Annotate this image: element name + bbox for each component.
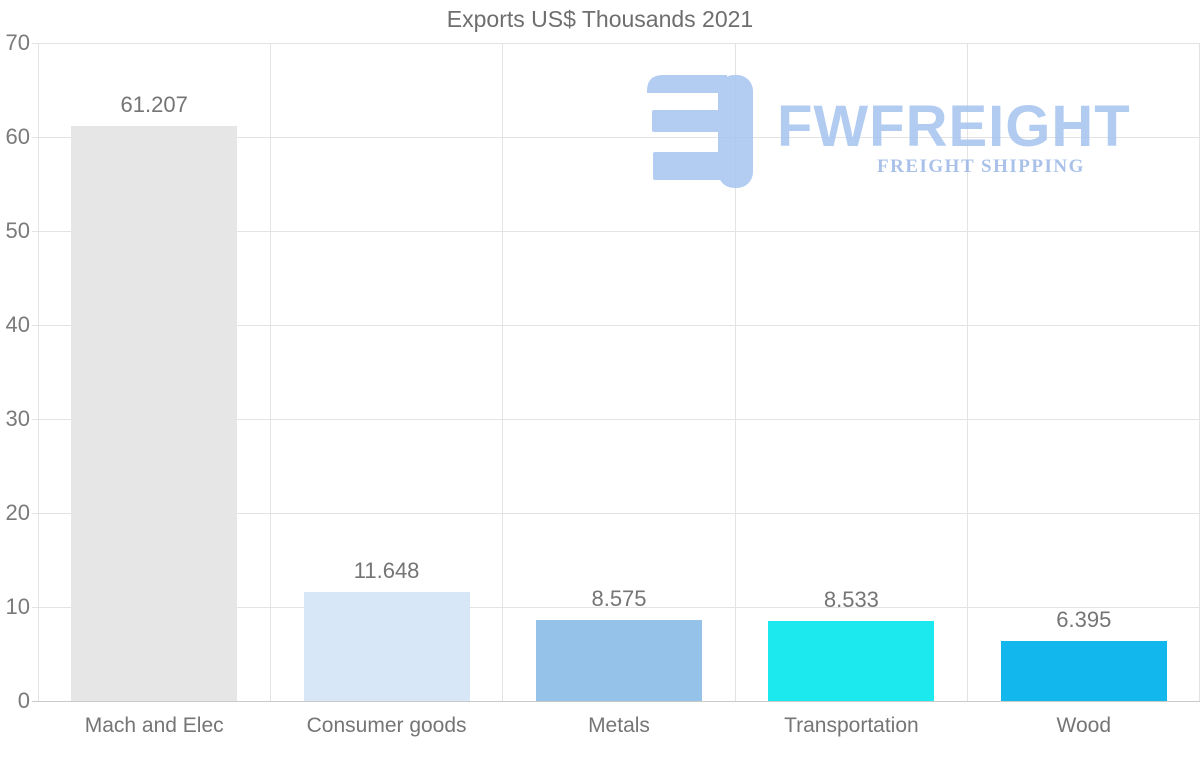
y-tick-label: 30 [5,406,30,431]
y-tick-label: 40 [5,312,30,337]
bar-wood[interactable] [1000,640,1167,701]
bar-value-label: 61.207 [120,91,188,117]
y-gridline [32,418,1200,420]
bar-value-label: 8.575 [591,586,647,612]
y-tick-label: 60 [5,124,30,149]
bar-mach-and-elec[interactable] [71,125,238,701]
y-axis-line [37,43,39,701]
y-gridline [32,230,1200,232]
y-gridline [32,324,1200,326]
y-tick-label: 10 [5,594,30,619]
x-tick-label: Consumer goods [306,714,467,737]
x-gridline [967,43,969,701]
y-gridline [32,606,1200,608]
x-gridline [502,43,504,701]
bar-metals[interactable] [536,620,702,701]
x-tick-label: Metals [588,714,650,737]
y-gridline [32,136,1200,138]
y-tick-label: 50 [5,218,30,243]
x-tick-label: Transportation [784,714,919,737]
y-tick-label: 20 [5,500,30,525]
bar-transportation[interactable] [768,620,935,701]
x-gridline [1198,43,1200,701]
x-gridline [269,43,271,701]
x-tick-label: Wood [1056,714,1112,737]
y-gridline [32,42,1200,44]
x-tick-label: Mach and Elec [84,714,224,737]
x-gridline [734,43,736,701]
x-axis-line [32,700,1200,702]
bar-value-label: 11.648 [353,557,420,583]
y-tick-label: 0 [17,688,30,713]
bar-value-label: 6.395 [1056,606,1112,632]
bar-consumer-goods[interactable] [303,591,470,701]
chart-title: Exports US$ Thousands 2021 [446,6,754,32]
y-tick-label: 70 [5,30,30,55]
y-gridline [32,512,1200,514]
bar-value-label: 8.533 [823,586,879,612]
